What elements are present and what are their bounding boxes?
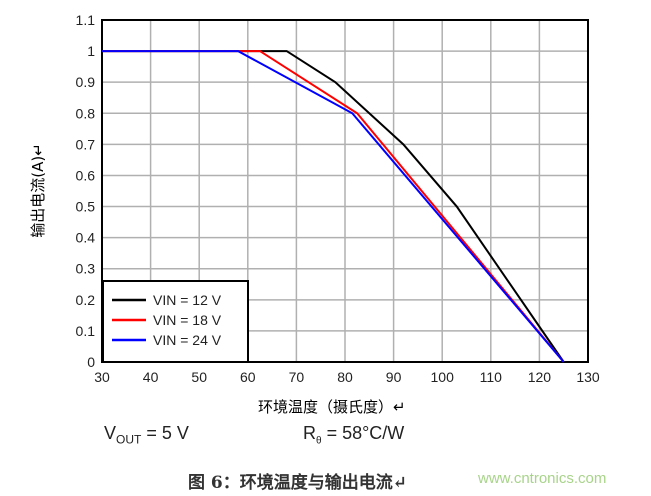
plot-frame	[101, 19, 589, 363]
rtheta-note: Rθ = 58°C/W	[303, 423, 404, 447]
x-tick-label: 50	[191, 369, 207, 385]
y-tick-label: 0.5	[76, 199, 96, 215]
legend-label: VIN = 24 V	[153, 332, 222, 348]
caption: 图 6：环境温度与输出电流↵	[188, 473, 407, 493]
y-axis-label: 输出电流(A)↵	[28, 143, 47, 238]
x-tick-label: 40	[143, 369, 159, 385]
vout-note: VOUT = 5 V	[104, 423, 189, 447]
y-tick-label: 0	[87, 354, 95, 370]
r-value: = 58°C/W	[321, 423, 405, 443]
y-tick-label: 0.6	[76, 167, 96, 183]
y-tick-label: 0.2	[76, 292, 96, 308]
y-tick-label: 0.4	[76, 230, 96, 246]
y-tick-label: 1.1	[76, 12, 96, 28]
y-tick-label: 1	[87, 43, 95, 59]
x-tick-label: 100	[431, 369, 455, 385]
vout-symbol: V	[104, 423, 117, 443]
x-axis-label: 环境温度（摄氏度）↵	[258, 398, 406, 416]
legend-box	[102, 280, 249, 363]
x-tick-label: 30	[94, 369, 110, 385]
legend-label: VIN = 12 V	[153, 292, 222, 308]
watermark: www.cntronics.com	[478, 470, 607, 487]
y-tick-label: 0.9	[76, 74, 96, 90]
legend-label: VIN = 18 V	[153, 312, 222, 328]
x-tick-label: 80	[337, 369, 353, 385]
x-tick-label: 110	[480, 369, 503, 385]
y-tick-label: 0.1	[76, 323, 96, 339]
y-tick-label: 0.3	[76, 261, 96, 277]
r-symbol: R	[303, 423, 316, 443]
x-tick-label: 130	[576, 369, 600, 385]
r-subscript: θ	[316, 435, 322, 447]
series-line-3	[102, 50, 565, 363]
y-tick-label: 0.7	[76, 136, 96, 152]
x-tick-label: 70	[289, 369, 305, 385]
y-tick-label: 0.8	[76, 105, 96, 121]
vout-subscript: OUT	[116, 432, 142, 447]
vout-value: = 5 V	[141, 423, 189, 443]
x-tick-label: 90	[386, 369, 402, 385]
x-tick-label: 60	[240, 369, 256, 385]
x-tick-label: 120	[528, 369, 552, 385]
